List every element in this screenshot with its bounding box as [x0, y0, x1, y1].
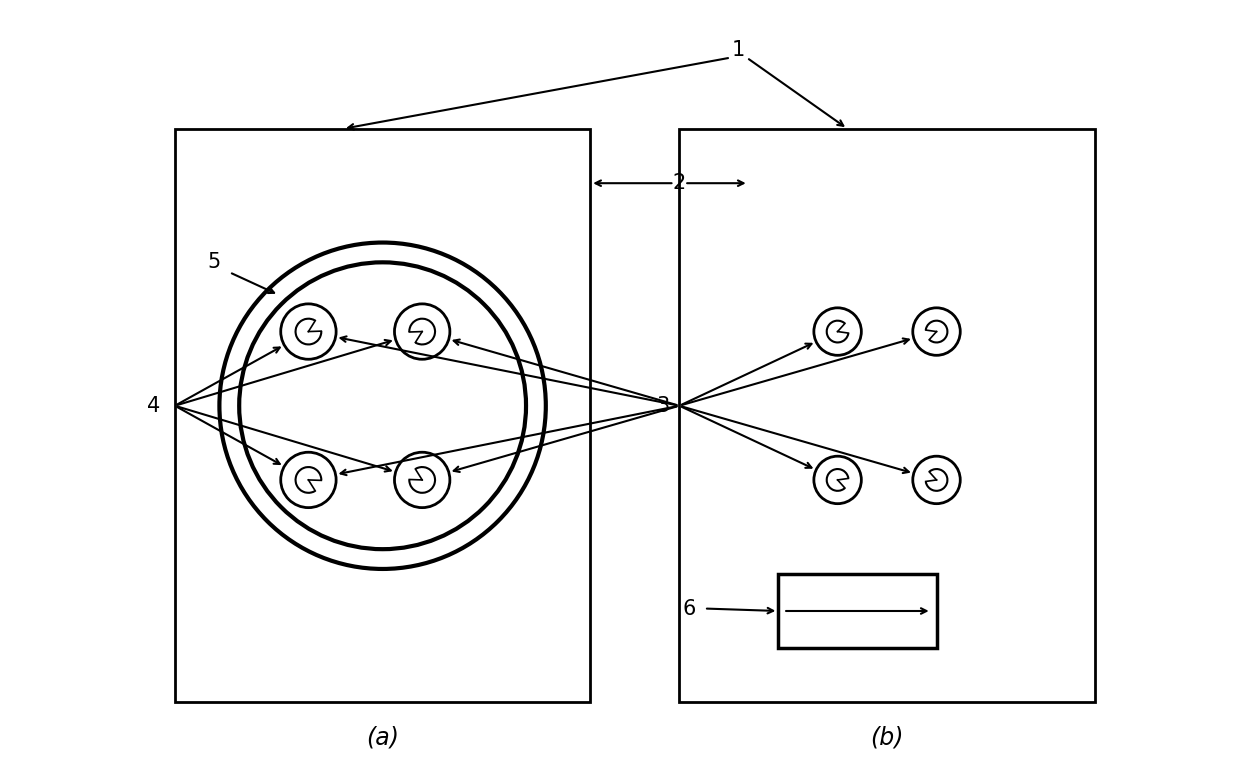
Bar [779, 574, 936, 648]
Bar [680, 129, 1095, 702]
Text: (b): (b) [870, 725, 904, 749]
Text: 4: 4 [146, 396, 160, 416]
Bar [175, 129, 590, 702]
Text: 6: 6 [682, 598, 696, 618]
Text: (a): (a) [366, 725, 399, 749]
Text: 3: 3 [656, 396, 670, 416]
Text: 2: 2 [673, 173, 686, 193]
Text: 5: 5 [208, 252, 221, 273]
Text: 1: 1 [732, 40, 745, 60]
